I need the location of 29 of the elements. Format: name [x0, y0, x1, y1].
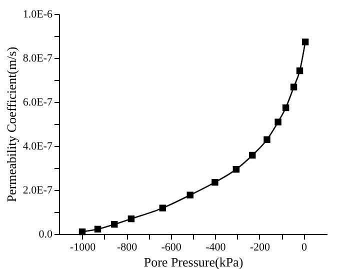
y-tick-label: 4.0E-7: [22, 140, 53, 152]
point: [232, 166, 240, 173]
y-tick-label: 6.0E-7: [22, 96, 53, 108]
y-tick-label: 2.0E-7: [22, 184, 53, 196]
point: [296, 67, 304, 74]
point: [282, 104, 290, 112]
point: [290, 84, 298, 90]
x-tick-label: -400: [206, 242, 226, 254]
y-tick-label: 1.0E-6: [22, 8, 53, 20]
x-tick-label: 0: [301, 242, 308, 254]
x-tick-label: -1000: [70, 242, 96, 254]
x-axis-title: Pore Pressure(kPa): [144, 254, 244, 269]
x-tick-label: -600: [161, 242, 182, 254]
point: [78, 228, 86, 236]
y-tick-label: 0.0: [38, 228, 53, 240]
point: [128, 215, 135, 222]
point: [274, 118, 282, 126]
point: [111, 220, 118, 228]
x-tick-label: -200: [250, 242, 271, 254]
y-axis-title: Permeability Coefficient(m/s): [4, 46, 19, 202]
point: [94, 226, 102, 233]
point: [249, 152, 256, 159]
y-tick-label: 8.0E-7: [22, 52, 53, 64]
point: [212, 178, 218, 186]
point: [302, 38, 309, 46]
point: [264, 136, 270, 143]
x-tick-label: -800: [116, 242, 138, 254]
point: [159, 204, 166, 212]
point: [186, 192, 194, 198]
